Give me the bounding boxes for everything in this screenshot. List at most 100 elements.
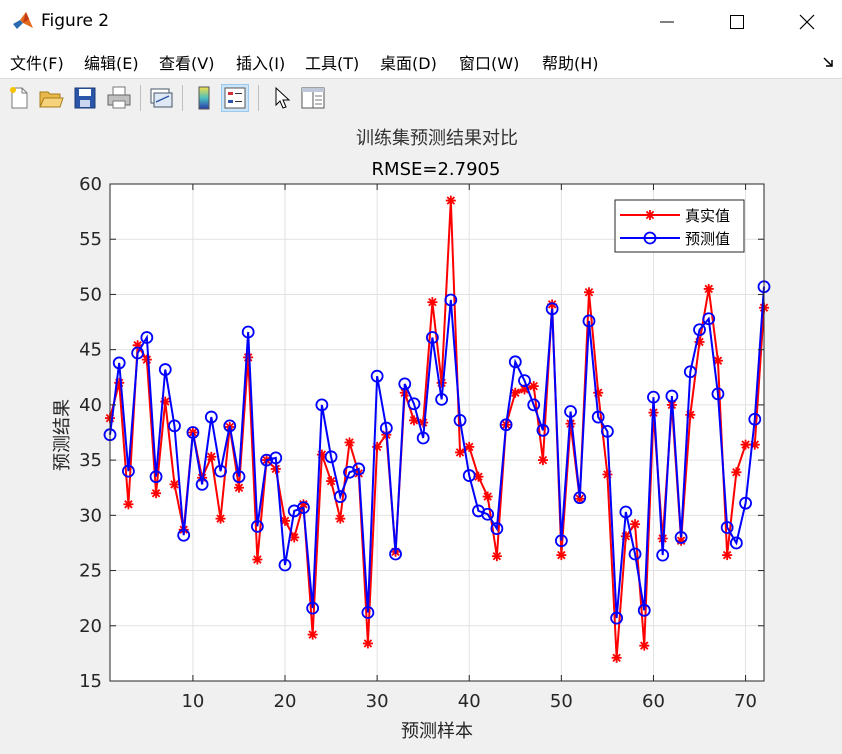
data-point-circle <box>647 390 660 404</box>
data-point-circle <box>186 426 200 439</box>
legend-asterisk <box>645 210 655 220</box>
x-tick-label: 50 <box>550 691 573 712</box>
save-icon[interactable] <box>71 84 99 112</box>
data-point-circle <box>416 431 430 445</box>
data-point-asterisk <box>611 652 622 663</box>
data-point-circle <box>518 374 531 387</box>
colorbar-icon[interactable] <box>190 84 218 112</box>
data-point-asterisk <box>731 467 742 478</box>
link-plot-icon[interactable] <box>147 84 175 112</box>
x-tick-label: 40 <box>458 691 481 712</box>
legend-circle <box>643 231 657 245</box>
close-button[interactable] <box>772 0 842 44</box>
data-point-asterisk <box>289 532 300 543</box>
menu-window[interactable]: 窗口(W) <box>459 54 520 73</box>
data-point-circle <box>204 410 218 424</box>
y-tick-label: 20 <box>79 616 102 637</box>
menu-bar: 文件(F) 编辑(E) 查看(V) 插入(I) 工具(T) 桌面(D) 窗口(W… <box>0 44 842 78</box>
data-point-asterisk <box>252 554 263 565</box>
menu-edit[interactable]: 编辑(E) <box>84 54 139 73</box>
data-point-circle <box>628 547 642 561</box>
data-point-circle <box>361 606 375 619</box>
property-editor-icon[interactable] <box>299 84 327 112</box>
data-point-circle <box>591 410 605 424</box>
data-point-circle <box>315 398 329 412</box>
data-point-asterisk <box>427 297 438 308</box>
menu-file[interactable]: 文件(F) <box>10 54 64 73</box>
x-tick-label: 70 <box>734 691 757 712</box>
data-point-asterisk <box>344 437 355 448</box>
data-point-circle <box>324 450 338 464</box>
data-point-circle <box>112 356 126 370</box>
axis-ticks <box>110 183 764 682</box>
data-point-circle <box>499 418 513 432</box>
series-1 <box>103 280 771 625</box>
legend-label-pred: 预测值 <box>685 230 730 248</box>
menu-view[interactable]: 查看(V) <box>159 54 215 73</box>
data-point-circle <box>379 421 393 435</box>
data-point-circle <box>425 331 439 344</box>
axes-background <box>110 184 764 681</box>
new-figure-icon[interactable] <box>5 84 33 112</box>
data-point-asterisk <box>556 550 567 561</box>
x-tick-label: 60 <box>642 691 665 712</box>
data-point-asterisk <box>620 531 631 542</box>
data-point-circle <box>370 369 384 383</box>
window-title-bar: Figure 2 <box>0 0 842 44</box>
dock-arrow-icon[interactable] <box>822 56 834 68</box>
data-point-circle <box>748 412 762 426</box>
data-point-circle <box>131 346 145 360</box>
line-chart[interactable]: 10 20 30 40 50 60 70 15 20 25 30 35 40 45 50 55 60 训练集预测… <box>0 117 842 750</box>
data-point-circle <box>297 501 310 515</box>
data-point-circle <box>619 505 633 519</box>
y-tick-label: 35 <box>79 450 102 471</box>
data-point-circle <box>462 469 476 482</box>
legend-box <box>614 199 745 253</box>
data-point-asterisk <box>335 513 346 524</box>
data-point-circle <box>693 323 706 337</box>
data-point-circle <box>711 387 725 401</box>
data-point-circle <box>683 365 697 379</box>
data-point-circle <box>168 419 181 433</box>
data-point-asterisk <box>307 629 318 640</box>
chart-legend[interactable]: 真实值 预测值 <box>614 199 745 253</box>
open-file-icon[interactable] <box>37 84 65 112</box>
minimize-button[interactable] <box>632 0 702 44</box>
data-point-asterisk <box>141 354 152 365</box>
data-point-circle <box>250 519 264 533</box>
data-point-asterisk <box>639 640 650 651</box>
pointer-icon[interactable] <box>267 84 295 112</box>
figure-toolbar <box>0 78 842 118</box>
series-layer <box>103 195 771 663</box>
menu-help[interactable]: 帮助(H) <box>542 54 599 73</box>
data-point-circle <box>536 423 550 437</box>
y-axis-label: 预测结果 <box>52 399 73 471</box>
data-point-circle <box>601 424 614 438</box>
data-point-circle <box>582 314 596 328</box>
menu-insert[interactable]: 插入(I) <box>236 54 286 73</box>
menu-tools[interactable]: 工具(T) <box>305 54 360 73</box>
x-tick-label: 20 <box>274 691 297 712</box>
data-point-circle <box>554 534 568 548</box>
legend-button[interactable] <box>221 84 249 112</box>
toolbar-separator <box>140 85 141 111</box>
print-icon[interactable] <box>105 84 133 112</box>
data-point-asterisk <box>703 283 714 294</box>
data-point-circle <box>637 603 651 617</box>
data-point-circle <box>739 496 752 510</box>
data-point-circle <box>702 312 716 326</box>
data-point-asterisk <box>206 451 217 462</box>
data-point-asterisk <box>326 476 337 487</box>
data-point-circle <box>407 397 421 411</box>
maximize-button[interactable] <box>702 0 772 44</box>
y-tick-label: 30 <box>79 505 102 526</box>
data-point-asterisk <box>528 381 539 392</box>
y-tick-label: 50 <box>79 284 102 305</box>
matlab-logo-icon <box>13 12 33 29</box>
data-point-asterisk <box>123 499 134 510</box>
data-point-circle <box>269 451 283 465</box>
data-point-asterisk <box>445 195 456 206</box>
menu-desktop[interactable]: 桌面(D) <box>380 54 437 73</box>
data-point-asterisk <box>464 441 475 452</box>
data-point-asterisk <box>482 491 493 502</box>
